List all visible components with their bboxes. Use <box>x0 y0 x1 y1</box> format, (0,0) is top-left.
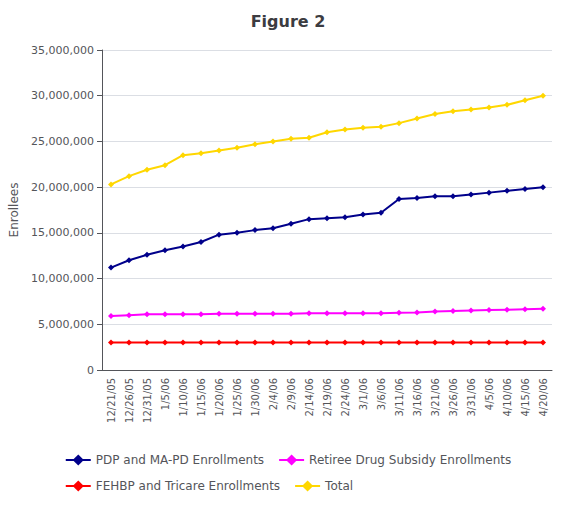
svg-text:0: 0 <box>87 364 94 377</box>
svg-text:3/31/06: 3/31/06 <box>466 378 477 417</box>
svg-text:12/31/05: 12/31/05 <box>142 378 153 423</box>
svg-text:10,000,000: 10,000,000 <box>31 272 94 285</box>
svg-text:4/5/06: 4/5/06 <box>484 378 495 410</box>
svg-text:12/26/05: 12/26/05 <box>124 378 135 423</box>
svg-text:1/25/06: 1/25/06 <box>232 378 243 417</box>
svg-text:1/5/06: 1/5/06 <box>160 378 171 410</box>
svg-text:2/19/06: 2/19/06 <box>322 378 333 417</box>
svg-text:25,000,000: 25,000,000 <box>31 135 94 148</box>
svg-text:4/10/06: 4/10/06 <box>502 378 513 417</box>
svg-text:Retiree Drug Subsidy Enrollmen: Retiree Drug Subsidy Enrollments <box>309 453 511 467</box>
svg-text:Enrollees: Enrollees <box>7 183 21 238</box>
svg-text:4/15/06: 4/15/06 <box>520 378 531 417</box>
svg-text:3/6/06: 3/6/06 <box>376 378 387 410</box>
svg-text:3/1/06: 3/1/06 <box>358 378 369 410</box>
svg-text:3/11/06: 3/11/06 <box>394 378 405 417</box>
svg-text:1/10/06: 1/10/06 <box>178 378 189 417</box>
svg-text:2/9/06: 2/9/06 <box>286 378 297 410</box>
svg-text:3/26/06: 3/26/06 <box>448 378 459 417</box>
svg-text:2/24/06: 2/24/06 <box>340 378 351 417</box>
svg-text:35,000,000: 35,000,000 <box>31 44 94 57</box>
svg-text:5,000,000: 5,000,000 <box>38 318 94 331</box>
svg-text:Total: Total <box>324 479 353 493</box>
svg-text:15,000,000: 15,000,000 <box>31 226 94 239</box>
svg-text:1/20/06: 1/20/06 <box>214 378 225 417</box>
svg-text:PDP and MA-PD Enrollments: PDP and MA-PD Enrollments <box>96 453 264 467</box>
svg-text:Figure 2: Figure 2 <box>251 12 326 31</box>
svg-text:2/14/06: 2/14/06 <box>304 378 315 417</box>
svg-text:FEHBP and Tricare Enrollments: FEHBP and Tricare Enrollments <box>96 479 280 493</box>
svg-text:1/30/06: 1/30/06 <box>250 378 261 417</box>
svg-text:20,000,000: 20,000,000 <box>31 181 94 194</box>
svg-text:30,000,000: 30,000,000 <box>31 89 94 102</box>
svg-text:1/15/06: 1/15/06 <box>196 378 207 417</box>
svg-text:3/21/06: 3/21/06 <box>430 378 441 417</box>
svg-text:2/4/06: 2/4/06 <box>268 378 279 410</box>
svg-text:3/16/06: 3/16/06 <box>412 378 423 417</box>
svg-text:4/20/06: 4/20/06 <box>538 378 549 417</box>
svg-text:12/21/05: 12/21/05 <box>106 378 117 423</box>
